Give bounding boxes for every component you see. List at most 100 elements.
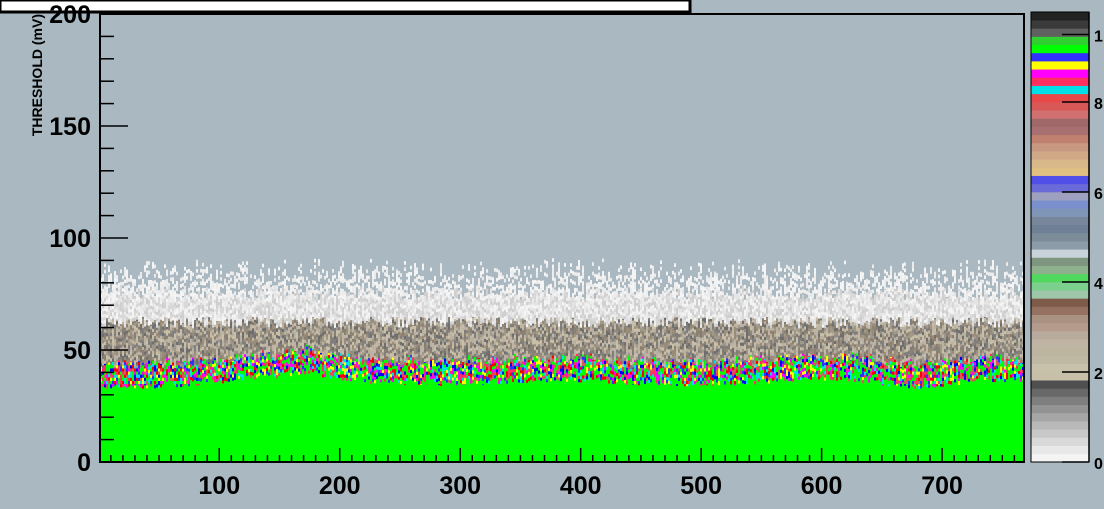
heatmap-column	[262, 264, 264, 384]
heatmap-cell	[326, 274, 328, 278]
heatmap-cell	[358, 327, 360, 331]
heatmap-cell	[272, 297, 274, 301]
heatmap-cell	[340, 328, 342, 332]
heatmap-cell	[244, 317, 246, 321]
heatmap-cell	[334, 342, 336, 346]
heatmap-column	[120, 269, 122, 387]
heatmap-cell	[354, 342, 356, 346]
heatmap-cell	[186, 298, 188, 302]
heatmap-cell	[372, 309, 374, 313]
heatmap-cell	[216, 334, 218, 338]
heatmap-cell	[160, 313, 162, 317]
heatmap-cell	[168, 327, 170, 331]
heatmap-cell	[330, 298, 332, 302]
heatmap-cell	[160, 297, 162, 301]
heatmap-cell	[368, 370, 370, 374]
heatmap-cell	[336, 371, 338, 375]
heatmap-cell	[138, 323, 140, 327]
heatmap-cell	[110, 342, 112, 346]
heatmap-cell	[308, 370, 310, 374]
heatmap-cell	[376, 344, 378, 348]
heatmap-cell	[234, 298, 236, 302]
heatmap-cell	[202, 272, 204, 276]
heatmap-cell	[316, 367, 318, 371]
heatmap-cell	[384, 362, 386, 366]
heatmap-cell	[186, 377, 188, 381]
heatmap-cell	[182, 349, 184, 353]
heatmap-cell	[146, 359, 148, 363]
heatmap-cell	[234, 370, 236, 374]
heatmap-cell	[326, 340, 328, 344]
heatmap-cell	[250, 378, 252, 384]
heatmap-cell	[210, 292, 212, 296]
heatmap-cell	[178, 320, 180, 324]
heatmap-cell	[258, 285, 260, 289]
heatmap-cell	[164, 317, 166, 321]
heatmap-cell	[220, 292, 222, 296]
heatmap-cell	[222, 330, 224, 334]
heatmap-cell	[354, 313, 356, 317]
heatmap-cell	[324, 373, 326, 377]
heatmap-cell	[214, 372, 216, 376]
heatmap-cell	[118, 332, 120, 336]
heatmap-cell	[156, 308, 158, 312]
heatmap-cell	[140, 361, 142, 365]
heatmap-cell	[286, 330, 288, 334]
heatmap-cell	[182, 310, 184, 314]
heatmap-cell	[164, 320, 166, 324]
heatmap-cell	[276, 341, 278, 345]
heatmap-cell	[246, 350, 248, 354]
heatmap-cell	[254, 366, 256, 370]
heatmap-cell	[174, 358, 176, 362]
heatmap-cell	[164, 314, 166, 318]
heatmap-cell	[272, 306, 274, 310]
heatmap-cell	[242, 328, 244, 332]
heatmap-cell	[306, 289, 308, 293]
heatmap-cell	[344, 341, 346, 345]
heatmap-column	[182, 277, 184, 386]
heatmap-cell	[268, 324, 270, 328]
heatmap-cell	[382, 379, 384, 384]
heatmap-cell	[324, 364, 326, 368]
heatmap-column	[196, 260, 198, 386]
heatmap-cell	[352, 304, 354, 308]
heatmap-cell	[362, 283, 364, 287]
heatmap-cell	[164, 264, 166, 268]
heatmap-cell	[378, 284, 380, 288]
heatmap-cell	[140, 288, 142, 292]
heatmap-cell	[196, 361, 198, 365]
heatmap-cell	[114, 326, 116, 330]
heatmap-cell	[208, 379, 210, 383]
heatmap-cell	[170, 277, 172, 281]
heatmap-cell	[384, 305, 386, 309]
heatmap-cell	[170, 342, 172, 346]
heatmap-cell	[126, 336, 128, 340]
heatmap-cell	[314, 290, 316, 294]
heatmap-cell	[208, 321, 210, 325]
heatmap-cell	[330, 369, 332, 373]
heatmap-cell	[298, 325, 300, 329]
heatmap-cell	[134, 317, 136, 321]
heatmap-cell	[104, 341, 106, 345]
heatmap-cell	[310, 327, 312, 331]
heatmap-cell	[242, 380, 244, 384]
heatmap-cell	[290, 315, 292, 319]
heatmap-cell	[170, 371, 172, 375]
heatmap-cell	[134, 311, 136, 315]
heatmap-cell	[140, 333, 142, 337]
heatmap-cell	[260, 324, 262, 328]
heatmap-cell	[354, 272, 356, 276]
heatmap-cell	[374, 276, 376, 280]
heatmap-cell	[144, 326, 146, 330]
heatmap-cell	[148, 379, 150, 383]
heatmap-cell	[250, 346, 252, 350]
heatmap-cell	[294, 314, 296, 318]
heatmap-cell	[382, 310, 384, 314]
heatmap-cell	[106, 339, 108, 343]
heatmap-cell	[208, 292, 210, 296]
heatmap-cell	[184, 362, 186, 366]
heatmap-cell	[148, 335, 150, 339]
heatmap-cell	[288, 304, 290, 308]
heatmap-cell	[342, 304, 344, 308]
heatmap-cell	[278, 267, 280, 271]
